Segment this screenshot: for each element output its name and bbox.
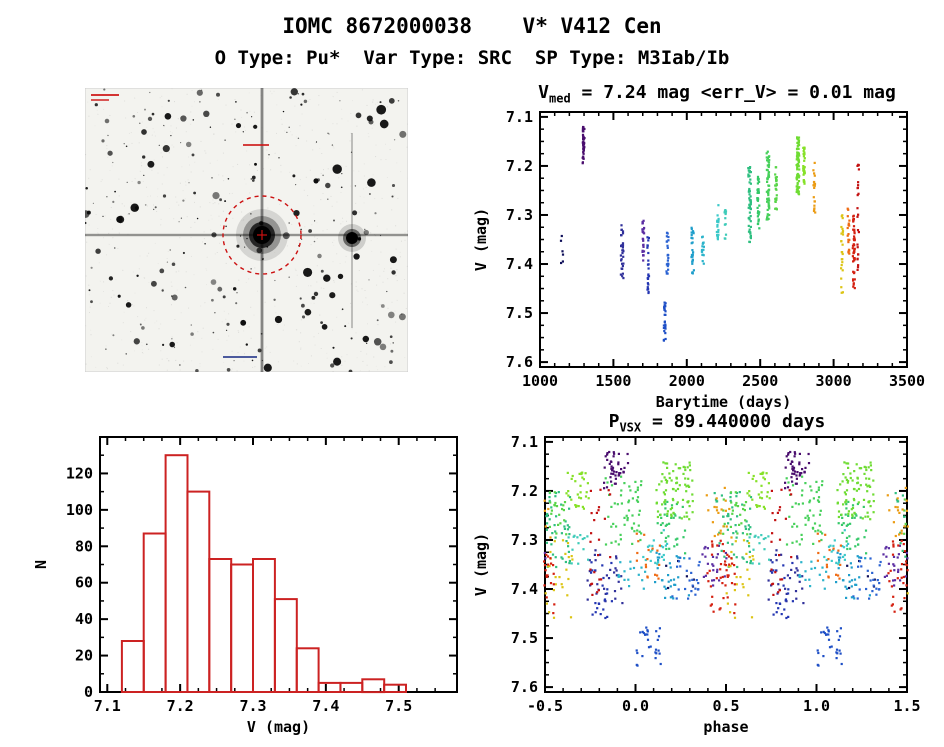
svg-text:1.5: 1.5 bbox=[893, 697, 920, 715]
lightcurve-title-post: = 7.24 mag <err_V> = 0.01 mag bbox=[570, 82, 896, 103]
svg-text:1.0: 1.0 bbox=[803, 697, 830, 715]
svg-text:1000: 1000 bbox=[522, 372, 558, 390]
finding-chart-image bbox=[85, 88, 408, 372]
phase-points bbox=[543, 450, 909, 667]
phase-plot: -0.5 0.0 0.5 1.0 1.5 7.1 7.2 7.3 7.4 7.5 7.6 phase V… bbox=[472, 433, 921, 736]
svg-text:7.6: 7.6 bbox=[511, 678, 538, 696]
phase-axes: -0.5 0.0 0.5 1.0 1.5 7.1 7.2 7.3 7.4 7.5 7.6 phase V… bbox=[472, 433, 921, 736]
phase-title-post: = 89.440000 days bbox=[641, 411, 826, 432]
lightcurve-title-sub: med bbox=[549, 91, 571, 106]
svg-text:V (mag): V (mag) bbox=[472, 208, 490, 271]
svg-text:7.2: 7.2 bbox=[167, 697, 194, 715]
svg-text:7.4: 7.4 bbox=[312, 697, 339, 715]
lightcurve-title-pre: V bbox=[538, 82, 550, 103]
svg-text:7.2: 7.2 bbox=[506, 157, 533, 175]
svg-text:7.1: 7.1 bbox=[511, 433, 538, 451]
svg-text:7.5: 7.5 bbox=[511, 629, 538, 647]
phase-title-sub: VSX bbox=[619, 420, 642, 435]
svg-text:N: N bbox=[32, 560, 50, 569]
svg-text:80: 80 bbox=[75, 537, 93, 555]
svg-text:40: 40 bbox=[75, 610, 93, 628]
page-title: IOMC 8672000038 V* V412 Cen bbox=[282, 14, 662, 38]
object-types-line: O Type: Pu* Var Type: SRC SP Type: M3Iab… bbox=[214, 47, 730, 69]
svg-text:3500: 3500 bbox=[889, 372, 925, 390]
svg-text:7.3: 7.3 bbox=[506, 206, 533, 224]
lightcurve-title: Vmed = 7.24 mag <err_V> = 0.01 mag bbox=[490, 82, 944, 106]
phase-title-pre: P bbox=[608, 411, 620, 432]
svg-text:7.1: 7.1 bbox=[506, 108, 533, 126]
svg-text:-0.5: -0.5 bbox=[527, 697, 563, 715]
lightcurve-plot: 1000 1500 2000 2500 3000 3500 7.1 7.2 7.3 7.4 7.5 7… bbox=[472, 108, 925, 411]
histogram-bars bbox=[120, 454, 408, 694]
svg-text:0: 0 bbox=[84, 683, 93, 701]
svg-text:1500: 1500 bbox=[595, 372, 631, 390]
svg-text:V (mag): V (mag) bbox=[472, 533, 490, 596]
svg-text:60: 60 bbox=[75, 574, 93, 592]
svg-text:7.4: 7.4 bbox=[506, 255, 533, 273]
svg-text:100: 100 bbox=[66, 501, 93, 519]
svg-text:V (mag): V (mag) bbox=[247, 718, 310, 736]
svg-text:0.0: 0.0 bbox=[622, 697, 649, 715]
svg-text:3000: 3000 bbox=[816, 372, 852, 390]
svg-text:7.3: 7.3 bbox=[239, 697, 266, 715]
companion-star bbox=[338, 224, 366, 252]
svg-text:7.6: 7.6 bbox=[506, 353, 533, 371]
svg-text:20: 20 bbox=[75, 647, 93, 665]
lightcurve-axes: 1000 1500 2000 2500 3000 3500 7.1 7.2 7.3 7.4 7.5 7… bbox=[472, 108, 925, 411]
histogram-plot: 7.1 7.2 7.3 7.4 7.5 0 20 40 60 80 100 120 V (mag) N bbox=[32, 436, 458, 736]
svg-text:7.5: 7.5 bbox=[385, 697, 412, 715]
svg-text:7.3: 7.3 bbox=[511, 531, 538, 549]
svg-text:7.1: 7.1 bbox=[94, 697, 121, 715]
annotation-marks bbox=[91, 94, 269, 358]
svg-text:7.2: 7.2 bbox=[511, 482, 538, 500]
svg-text:7.5: 7.5 bbox=[506, 304, 533, 322]
svg-text:2000: 2000 bbox=[669, 372, 705, 390]
svg-text:2500: 2500 bbox=[742, 372, 778, 390]
svg-text:0.5: 0.5 bbox=[712, 697, 739, 715]
svg-text:phase: phase bbox=[703, 718, 748, 736]
svg-text:120: 120 bbox=[66, 464, 93, 482]
target-circle bbox=[222, 195, 302, 275]
lightcurve-points bbox=[559, 125, 860, 342]
phase-plot-title: PVSX = 89.440000 days bbox=[490, 411, 944, 435]
svg-text:7.4: 7.4 bbox=[511, 580, 538, 598]
svg-text:Barytime (days): Barytime (days) bbox=[656, 393, 791, 411]
